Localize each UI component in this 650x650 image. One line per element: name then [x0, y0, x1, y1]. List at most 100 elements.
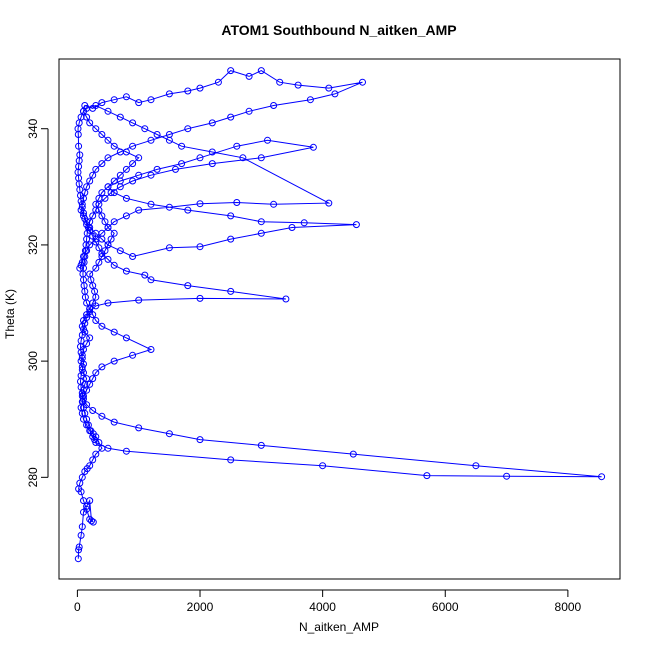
data-point	[147, 171, 155, 179]
data-point	[153, 131, 161, 138]
data-point	[122, 334, 130, 342]
data-point	[288, 224, 296, 231]
data-point	[86, 427, 94, 435]
data-point	[309, 143, 317, 151]
data-point	[325, 199, 333, 207]
data-point	[92, 235, 100, 243]
data-point	[104, 224, 112, 231]
data-point	[76, 151, 84, 159]
y-tick-label: 340	[26, 118, 40, 138]
x-tick-label: 4000	[309, 600, 336, 614]
data-point	[86, 334, 94, 342]
data-point	[77, 531, 85, 539]
data-point	[270, 102, 278, 109]
data-point	[196, 243, 204, 251]
data-point	[264, 136, 271, 144]
data-point	[135, 296, 143, 304]
data-point	[76, 264, 84, 272]
data-point	[147, 200, 155, 208]
data-point	[98, 99, 106, 107]
data-point	[74, 555, 82, 563]
data-point	[92, 439, 100, 446]
data-point	[98, 412, 106, 420]
y-tick-label: 300	[26, 351, 40, 371]
data-point	[86, 305, 94, 313]
data-point	[227, 67, 235, 75]
data-point	[184, 87, 192, 95]
data-point	[129, 351, 137, 359]
data-point	[89, 407, 97, 414]
data-point	[165, 203, 173, 211]
data-point	[110, 261, 118, 269]
data-point	[141, 125, 149, 133]
data-point	[89, 456, 97, 464]
data-point	[98, 322, 106, 330]
data-point	[78, 523, 86, 531]
data-point	[349, 450, 357, 458]
data-point	[196, 294, 204, 302]
data-point	[104, 154, 112, 162]
data-point	[92, 302, 100, 310]
data-point	[178, 160, 186, 168]
data-point	[86, 515, 94, 523]
data-point	[141, 271, 149, 279]
y-tick-label: 320	[26, 235, 40, 255]
data-point	[276, 78, 284, 86]
x-tick-label: 6000	[432, 600, 459, 614]
data-point	[92, 165, 100, 173]
data-point	[83, 314, 91, 321]
data-point	[98, 160, 106, 168]
data-point	[227, 235, 235, 243]
data-point	[104, 136, 112, 144]
data-layer	[74, 67, 606, 563]
data-point	[92, 450, 100, 458]
data-point	[98, 253, 106, 260]
data-point	[135, 99, 143, 107]
data-point	[306, 96, 314, 104]
data-point	[359, 78, 366, 86]
data-point	[184, 206, 192, 214]
data-point	[227, 287, 235, 295]
data-point	[135, 171, 143, 179]
data-point	[110, 96, 118, 104]
data-point	[129, 142, 137, 150]
data-point	[83, 505, 91, 513]
data-point	[89, 171, 97, 179]
data-point	[86, 380, 94, 388]
data-point	[75, 546, 83, 554]
data-point	[104, 255, 112, 263]
data-point	[153, 165, 161, 173]
data-point	[104, 444, 112, 452]
x-axis-label: N_aitken_AMP	[299, 620, 379, 634]
data-point	[101, 218, 109, 226]
data-point	[227, 212, 235, 220]
data-point	[325, 84, 333, 92]
data-point	[227, 456, 235, 464]
data-point	[239, 154, 247, 162]
data-point	[196, 200, 204, 208]
data-point	[245, 107, 253, 115]
data-point	[86, 177, 94, 185]
data-point	[104, 241, 112, 249]
data-point	[89, 212, 97, 220]
data-point	[98, 189, 106, 197]
data-point	[83, 340, 91, 348]
data-point	[110, 142, 118, 150]
data-point	[107, 189, 115, 197]
data-point	[104, 299, 112, 307]
data-point	[233, 142, 241, 150]
x-tick-label: 0	[74, 600, 81, 614]
data-point	[122, 93, 130, 101]
data-point	[135, 154, 143, 162]
data-point	[116, 247, 124, 255]
x-tick-label: 8000	[555, 600, 582, 614]
data-point	[129, 177, 137, 185]
data-point	[208, 148, 216, 156]
data-point	[92, 317, 100, 324]
data-point	[227, 113, 235, 121]
data-point	[172, 165, 179, 173]
data-point	[196, 154, 204, 162]
data-point	[270, 200, 278, 208]
data-point	[95, 244, 103, 252]
